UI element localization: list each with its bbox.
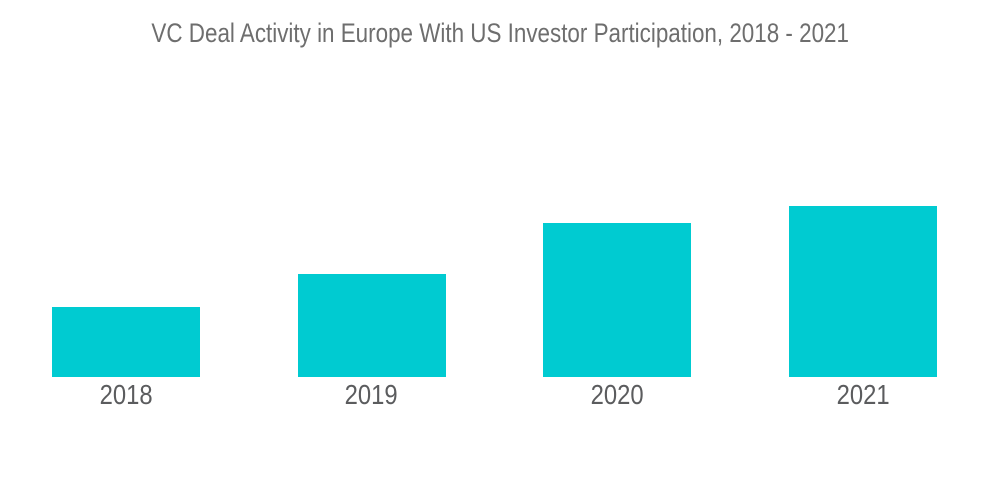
bar-2019 bbox=[297, 274, 446, 377]
bar-zone-2020 bbox=[543, 206, 692, 377]
bar-group-2019: 2019 bbox=[249, 206, 495, 409]
x-tick-label-2021: 2021 bbox=[836, 379, 890, 410]
bar-group-2021: 2021 bbox=[740, 206, 986, 409]
x-tick-label-2019: 2019 bbox=[345, 379, 399, 410]
bar-zone-2019 bbox=[297, 206, 446, 377]
bar-2021 bbox=[789, 206, 938, 377]
x-tick-label-2020: 2020 bbox=[590, 379, 644, 410]
plot-area: 2018 2019 2020 2021 bbox=[3, 206, 986, 446]
bar-2020 bbox=[543, 223, 692, 377]
bar-group-2020: 2020 bbox=[495, 206, 741, 409]
x-tick-label-2018: 2018 bbox=[99, 379, 153, 410]
bar-zone-2018 bbox=[51, 206, 200, 377]
bar-2018 bbox=[51, 306, 200, 377]
bar-zone-2021 bbox=[789, 206, 938, 377]
chart-title: VC Deal Activity in Europe With US Inves… bbox=[0, 18, 1000, 49]
bar-group-2018: 2018 bbox=[3, 206, 249, 409]
chart-title-text: VC Deal Activity in Europe With US Inves… bbox=[151, 18, 849, 48]
